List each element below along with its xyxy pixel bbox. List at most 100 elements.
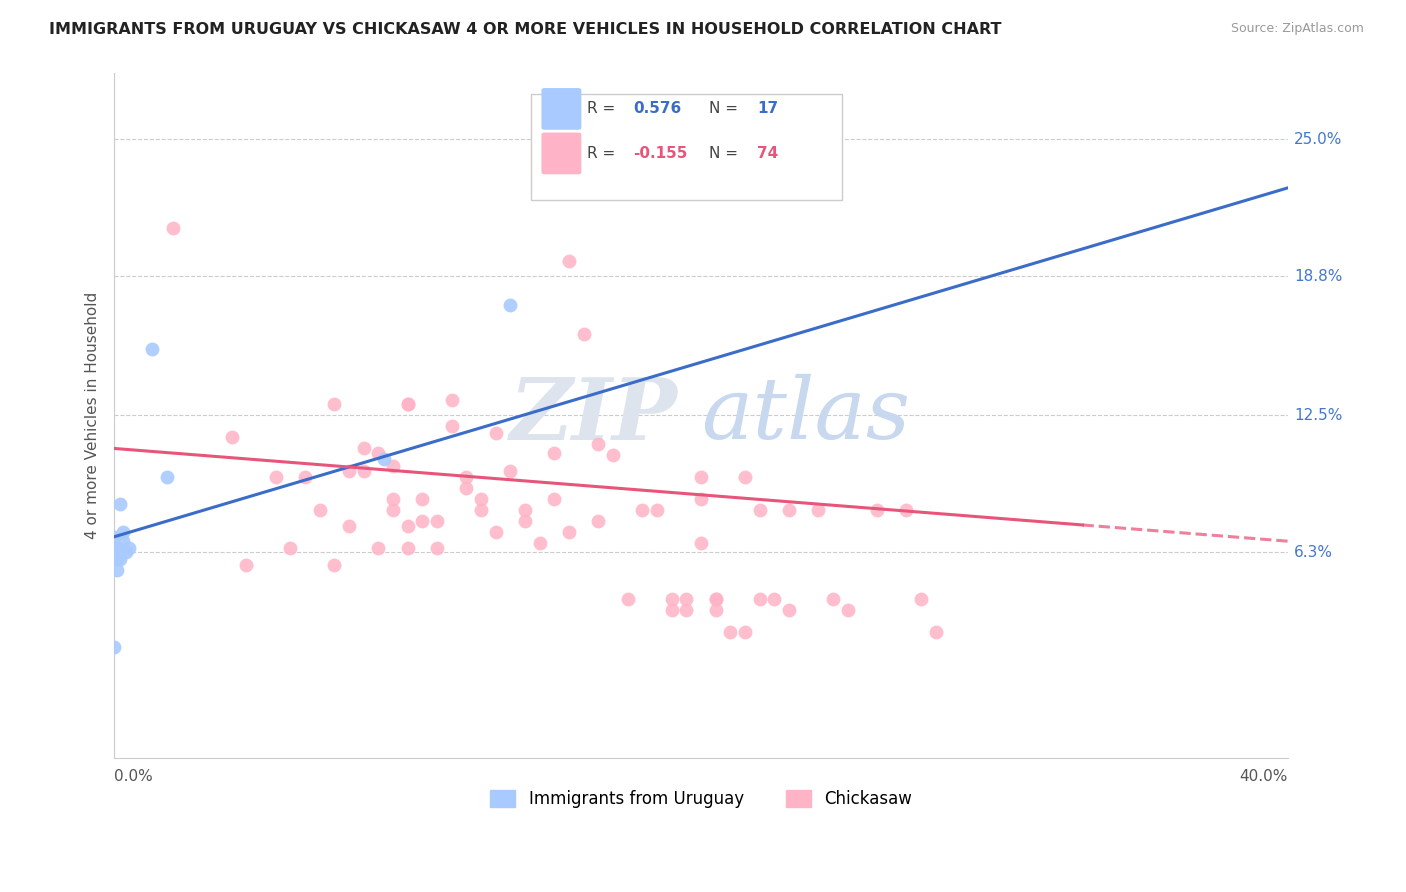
Text: N =: N = [709, 145, 744, 161]
Point [704, 602, 727, 616]
Point [925, 624, 948, 639]
Point [156, 470, 179, 484]
Point [111, 525, 134, 540]
Point [661, 591, 683, 606]
Point [396, 397, 419, 411]
Text: IMMIGRANTS FROM URUGUAY VS CHICKASAW 4 OR MORE VEHICLES IN HOUSEHOLD CORRELATION: IMMIGRANTS FROM URUGUAY VS CHICKASAW 4 O… [49, 22, 1001, 37]
Text: 40.0%: 40.0% [1240, 769, 1288, 784]
Point [381, 459, 404, 474]
Point [690, 470, 713, 484]
Point [323, 397, 346, 411]
Point [910, 591, 932, 606]
Point [837, 602, 859, 616]
Point [823, 591, 845, 606]
Point [485, 525, 508, 540]
Point [485, 425, 508, 440]
Text: 12.5%: 12.5% [1294, 408, 1343, 423]
Point [103, 640, 125, 655]
Point [588, 514, 610, 528]
Point [866, 503, 889, 517]
Point [778, 503, 800, 517]
Point [616, 591, 638, 606]
Point [337, 463, 360, 477]
Point [278, 541, 301, 555]
Text: 25.0%: 25.0% [1294, 132, 1343, 147]
Point [353, 463, 375, 477]
Point [103, 541, 125, 555]
Point [381, 503, 404, 517]
Point [572, 326, 595, 341]
Point [470, 503, 492, 517]
FancyBboxPatch shape [541, 133, 581, 174]
Legend: Immigrants from Uruguay, Chickasaw: Immigrants from Uruguay, Chickasaw [484, 783, 918, 814]
Text: 0.0%: 0.0% [114, 769, 153, 784]
Y-axis label: 4 or more Vehicles in Household: 4 or more Vehicles in Household [86, 292, 100, 539]
Point [661, 602, 683, 616]
Point [108, 497, 131, 511]
Point [734, 624, 756, 639]
Text: R =: R = [588, 101, 620, 116]
Point [440, 419, 463, 434]
Point [704, 591, 727, 606]
Point [748, 591, 770, 606]
Point [105, 541, 128, 555]
Point [675, 591, 697, 606]
Point [367, 446, 389, 460]
Point [499, 463, 522, 477]
Point [645, 503, 668, 517]
Point [778, 602, 800, 616]
Point [373, 452, 395, 467]
Point [456, 481, 478, 495]
Point [396, 518, 419, 533]
Point [558, 253, 581, 268]
Point [543, 492, 565, 507]
Point [105, 541, 128, 555]
Point [675, 602, 697, 616]
Point [108, 552, 131, 566]
Point [456, 470, 478, 484]
Text: Source: ZipAtlas.com: Source: ZipAtlas.com [1230, 22, 1364, 36]
Point [411, 514, 433, 528]
Point [690, 536, 713, 550]
Point [499, 298, 522, 312]
Point [141, 342, 163, 356]
Point [513, 503, 536, 517]
Point [543, 446, 565, 460]
Point [115, 545, 138, 559]
Text: 6.3%: 6.3% [1294, 545, 1333, 560]
Point [235, 558, 257, 573]
Text: R =: R = [588, 145, 620, 161]
Point [103, 530, 125, 544]
Point [558, 525, 581, 540]
Point [720, 624, 742, 639]
Text: 0.576: 0.576 [633, 101, 682, 116]
Text: 74: 74 [758, 145, 779, 161]
FancyBboxPatch shape [531, 94, 842, 200]
Point [396, 397, 419, 411]
Point [411, 492, 433, 507]
Point [118, 541, 141, 555]
Point [264, 470, 287, 484]
FancyBboxPatch shape [541, 88, 581, 130]
Point [353, 442, 375, 456]
Point [162, 220, 184, 235]
Point [381, 492, 404, 507]
Point [896, 503, 918, 517]
Point [807, 503, 830, 517]
Point [323, 558, 346, 573]
Point [111, 534, 134, 549]
Text: atlas: atlas [702, 374, 910, 457]
Point [529, 536, 551, 550]
Point [294, 470, 316, 484]
Point [602, 448, 624, 462]
Point [367, 541, 389, 555]
Text: 17: 17 [758, 101, 779, 116]
Point [763, 591, 786, 606]
Point [704, 591, 727, 606]
Point [308, 503, 330, 517]
Point [426, 514, 449, 528]
Point [105, 563, 128, 577]
Point [513, 514, 536, 528]
Point [426, 541, 449, 555]
Text: -0.155: -0.155 [633, 145, 688, 161]
